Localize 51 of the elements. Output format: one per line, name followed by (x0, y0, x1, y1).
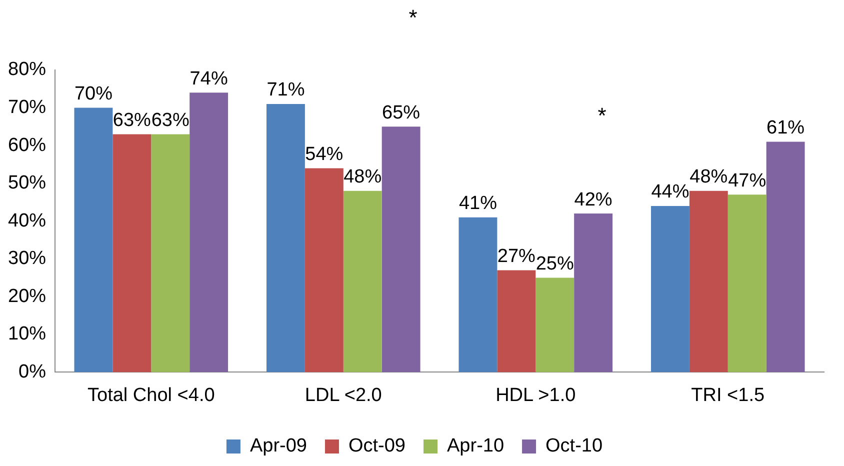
text: 65% (382, 102, 420, 124)
text: 42% (574, 189, 612, 210)
annotation: * (598, 103, 607, 128)
y-tick-label: 80% (8, 59, 46, 80)
bar (536, 278, 574, 372)
bar (650, 206, 690, 372)
bar (574, 214, 613, 372)
y-tick-label: 0% (18, 361, 46, 382)
x-tick-label: LDL <2.0 (304, 384, 382, 406)
legend-label: Apr-09 (250, 436, 307, 457)
bar (689, 190, 728, 372)
bar (343, 190, 382, 372)
text: * (408, 5, 418, 30)
bar (458, 217, 498, 372)
bar (74, 108, 113, 372)
bar (266, 104, 305, 372)
text: 63% (151, 110, 190, 131)
legend-label: Oct-09 (348, 436, 406, 457)
bar (112, 134, 152, 372)
text: 27% (497, 246, 536, 267)
text: 74% (190, 68, 228, 90)
text: 48% (344, 166, 382, 188)
y-tick-label: 10% (8, 324, 46, 345)
text: 70% (74, 84, 112, 105)
y-tick-label: 50% (8, 172, 46, 194)
text: 25% (536, 253, 574, 274)
legend-label: Oct-10 (546, 436, 603, 457)
bar (304, 168, 344, 372)
text: 47% (728, 170, 766, 192)
text: 48% (690, 166, 728, 188)
bar (151, 134, 190, 372)
y-tick-label: 60% (8, 134, 46, 156)
bar (382, 126, 420, 372)
legend-label: Apr-10 (447, 436, 504, 457)
text: 44% (651, 182, 690, 203)
text: 71% (266, 80, 305, 101)
bar (766, 142, 805, 372)
y-tick-label: 30% (8, 248, 46, 270)
bar (497, 270, 536, 372)
text: 54% (305, 144, 344, 165)
x-tick-label: Total Chol <4.0 (88, 384, 215, 406)
text: 63% (112, 110, 151, 131)
y-tick-label: 40% (8, 210, 46, 232)
text: 41% (458, 193, 497, 214)
text: 61% (766, 118, 805, 139)
x-tick-label: TRI <1.5 (691, 384, 765, 406)
y-tick-label: 20% (8, 286, 46, 307)
x-tick-label: HDL >1.0 (496, 384, 576, 406)
bar (190, 92, 228, 372)
bar (728, 194, 766, 372)
y-tick-label: 70% (8, 97, 46, 118)
